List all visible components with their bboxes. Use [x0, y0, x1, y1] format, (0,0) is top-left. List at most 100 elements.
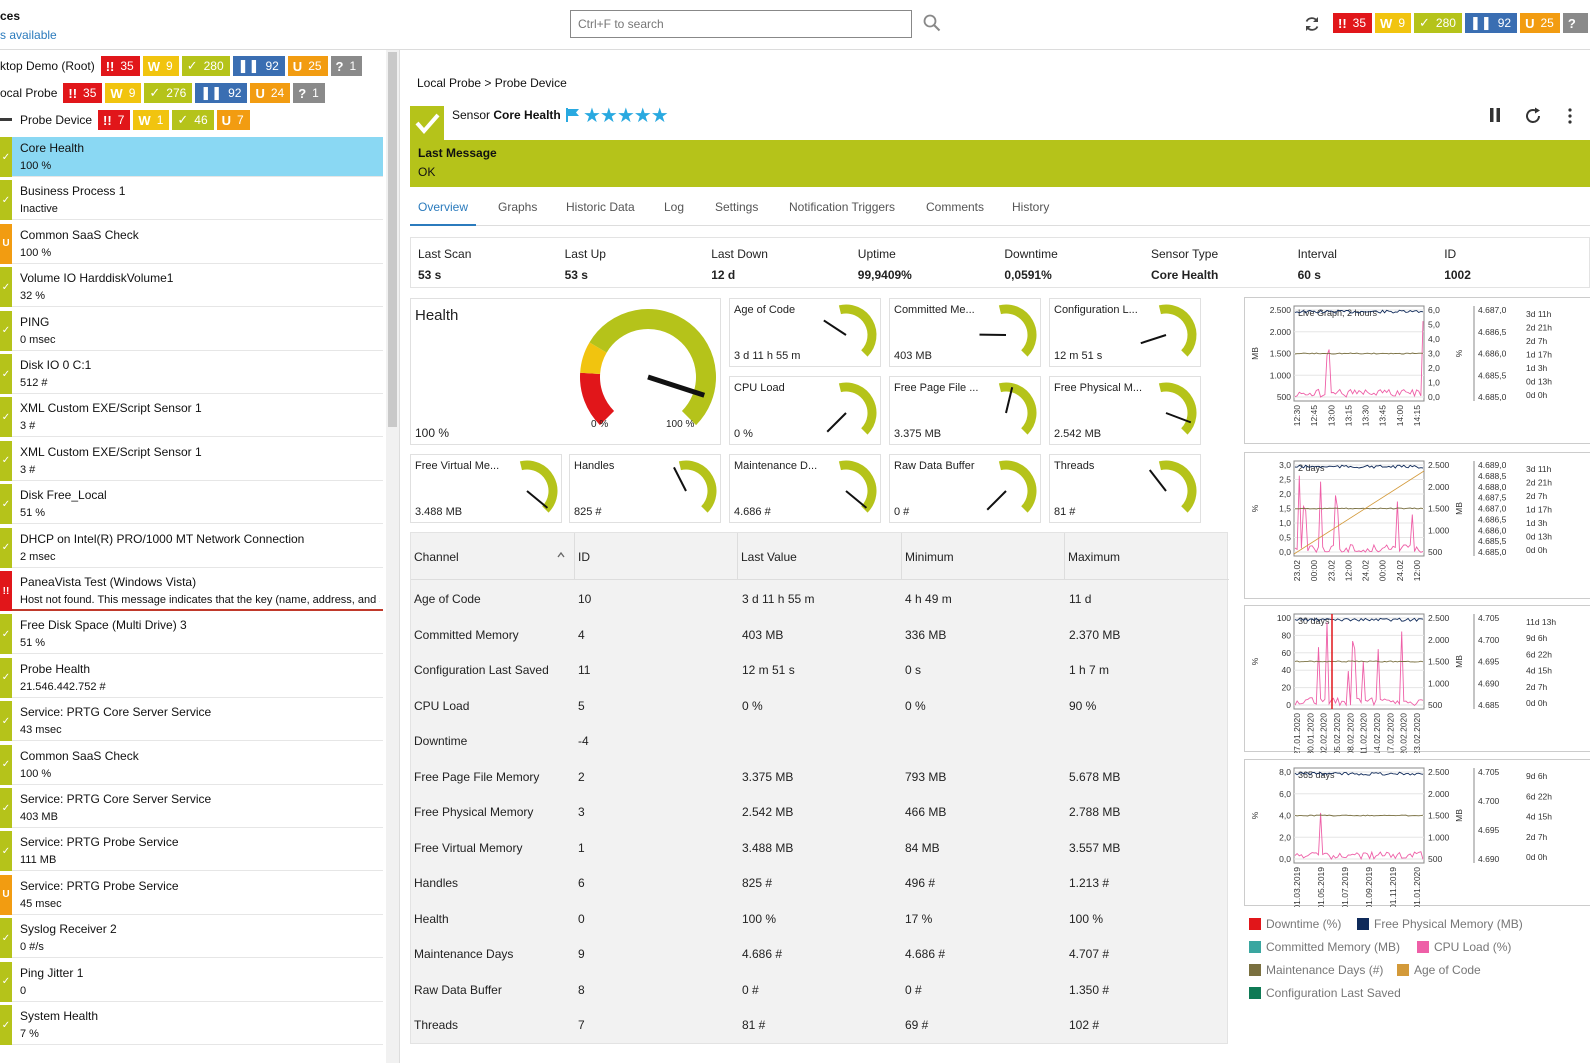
sidebar-scrollbar[interactable] — [386, 50, 399, 1063]
gauge-card[interactable]: Free Virtual Me... 3.488 MB — [410, 454, 562, 523]
paused-count-badge[interactable]: ❚❚ 92 — [232, 56, 285, 76]
gauge-card[interactable]: CPU Load 0 % — [729, 376, 881, 445]
sensor-list-item[interactable]: ✓ Service: PRTG Core Server Service 403 MB — [0, 788, 383, 828]
sort-ascending-icon[interactable] — [556, 550, 566, 560]
table-row[interactable]: Age of Code 10 3 d 11 h 55 m 4 h 49 m 11 d — [411, 581, 1229, 617]
sensor-list-item[interactable]: ✓ XML Custom EXE/Script Sensor 1 3 # — [0, 440, 383, 481]
sensor-list-item[interactable]: ✓ System Health 7 % — [0, 1005, 383, 1045]
table-row[interactable]: Downtime -4 — [411, 723, 1229, 759]
unusual-count-badge[interactable]: U 24 — [250, 83, 291, 103]
gauge-card[interactable]: Committed Me... 403 MB — [889, 298, 1041, 367]
refresh-icon[interactable] — [1303, 15, 1321, 33]
search-icon[interactable] — [923, 14, 941, 32]
tree-node[interactable]: ocal Probe !! 35 W 9 ✓ 276 ❚❚ 92 U 24? 1 — [0, 81, 328, 105]
column-header-maximum[interactable]: Maximum — [1068, 550, 1121, 564]
sensor-list-item[interactable]: ✓ Service: PRTG Core Server Service 43 mse… — [0, 701, 383, 742]
sensor-list-item[interactable]: ✓ PING 0 msec — [0, 310, 383, 351]
legend-item[interactable]: Free Physical Memory (MB) — [1357, 917, 1523, 931]
sensor-list-item[interactable]: !! PaneaVista Test (Windows Vista) Host no… — [0, 571, 383, 611]
history-graph[interactable]: 2.500 2.000 1.500 1.000 500 MB 6,0 5,0 4,0 3,0 2,0… — [1244, 297, 1590, 444]
unknown-count-badge[interactable]: ? 1 — [330, 56, 363, 76]
up-count-badge[interactable]: ✓ 46 — [172, 110, 214, 130]
scan-now-icon[interactable] — [1524, 107, 1542, 125]
tab-historic-data[interactable]: Historic Data — [566, 200, 635, 214]
tab-settings[interactable]: Settings — [715, 200, 759, 214]
gauge-card[interactable]: Age of Code 3 d 11 h 55 m — [729, 298, 881, 367]
gauge-card[interactable]: Free Page File ... 3.375 MB — [889, 376, 1041, 445]
legend-item[interactable]: Maintenance Days (#) — [1249, 963, 1383, 977]
table-row[interactable]: Maintenance Days 9 4.686 # 4.686 # 4.707 # — [411, 936, 1229, 972]
sensor-list-item[interactable]: ✓ Syslog Receiver 2 0 #/s — [0, 918, 383, 959]
priority-stars[interactable]: ★★★★★ — [583, 105, 669, 127]
tab-log[interactable]: Log — [664, 200, 685, 214]
sensor-list-item[interactable]: U Service: PRTG Probe Service 45 msec — [0, 874, 383, 915]
sensor-list-item[interactable]: ✓ Service: PRTG Probe Service 111 MB — [0, 831, 383, 872]
table-row[interactable]: Free Page File Memory 2 3.375 MB 793 MB 5.67… — [411, 759, 1229, 795]
column-header-minimum[interactable]: Minimum — [902, 533, 1065, 580]
tab-comments[interactable]: Comments — [926, 200, 985, 214]
sensor-list-item[interactable]: ✓ Disk IO 0 C:1 512 # — [0, 354, 383, 394]
unknown-count-badge[interactable]: ? 1 — [293, 83, 325, 103]
gauge-card[interactable]: Configuration L... 12 m 51 s — [1049, 298, 1201, 367]
column-header-last-value[interactable]: Last Value — [738, 533, 902, 580]
sensor-list-item[interactable]: ✓ Common SaaS Check 100 % — [0, 744, 383, 785]
table-row[interactable]: Threads 7 81 # 69 # 102 # — [411, 1007, 1229, 1043]
history-graph[interactable]: 8,0 6,0 4,0 2,0 0,0% 2.500 2.000 1.500 1.000 500 M… — [1244, 759, 1590, 910]
up-count-badge[interactable]: ✓ 276 — [144, 83, 193, 103]
table-row[interactable]: Free Virtual Memory 1 3.488 MB 84 MB 3.557 M… — [411, 830, 1229, 866]
table-row[interactable]: CPU Load 5 0 % 0 % 90 % — [411, 688, 1229, 724]
down-count-badge[interactable]: !! 7 — [98, 110, 131, 130]
unusual-count-badge[interactable]: U 25 — [287, 56, 328, 76]
up-count-badge[interactable]: ✓ 280 — [1414, 13, 1462, 33]
tree-node[interactable]: ktop Demo (Root) !! 35 W 9 ✓ 280 ❚❚ 92 U 25? 1 — [0, 54, 365, 78]
gauge-card[interactable]: Maintenance D... 4.686 # — [729, 454, 881, 523]
flag-icon[interactable] — [565, 107, 581, 123]
tab-history[interactable]: History — [1012, 200, 1050, 214]
scroll-thumb[interactable] — [388, 52, 397, 427]
sensor-list-item[interactable]: ✓ Free Disk Space (Multi Drive) 3 51 % — [0, 614, 383, 655]
tab-graphs[interactable]: Graphs — [498, 200, 538, 214]
sensor-list-item[interactable]: ✓ Disk Free_Local 51 % — [0, 484, 383, 525]
paused-count-badge[interactable]: ❚❚ 92 — [1464, 13, 1518, 33]
history-graph[interactable]: 3,0 2,5 2,0 1,5 1,0 0,5 0,0% 2.500 2.000 1.500 1.0… — [1244, 452, 1590, 599]
health-gauge-card[interactable]: Health 100 % 0 % 100 % — [410, 298, 721, 445]
sensor-list-item[interactable]: ✓ DHCP on Intel(R) PRO/1000 MT Network Co… — [0, 527, 383, 568]
breadcrumb[interactable]: Local Probe > Probe Device — [417, 76, 567, 90]
down-count-badge[interactable]: !! 35 — [1333, 13, 1373, 33]
sensor-list-item[interactable]: ✓ Business Process 1 Inactive — [0, 180, 383, 221]
column-header-channel[interactable]: Channel — [411, 533, 575, 580]
column-header-id[interactable]: ID — [575, 533, 738, 580]
down-count-badge[interactable]: !! 35 — [63, 83, 103, 103]
legend-item[interactable]: Configuration Last Saved — [1249, 986, 1401, 1000]
sensor-list-item[interactable]: ✓ Ping Jitter 1 0 — [0, 961, 383, 1002]
down-count-badge[interactable]: !! 35 — [100, 56, 140, 76]
tab-notification-triggers[interactable]: Notification Triggers — [789, 200, 896, 214]
sensor-list-item[interactable]: ✓ Probe Health 21.546.442.752 # — [0, 657, 383, 698]
search-input[interactable] — [570, 10, 912, 38]
table-row[interactable]: Configuration Last Saved 11 12 m 51 s 0 s 1 … — [411, 652, 1229, 688]
gauge-card[interactable]: Raw Data Buffer 0 # — [889, 454, 1041, 523]
table-row[interactable]: Handles 6 825 # 496 # 1.213 # — [411, 865, 1229, 901]
sensor-list-item[interactable]: ✓ Volume IO HarddiskVolume1 32 % — [0, 267, 383, 308]
table-row[interactable]: Committed Memory 4 403 MB 336 MB 2.370 MB — [411, 617, 1229, 653]
table-row[interactable]: Free Physical Memory 3 2.542 MB 466 MB 2.788… — [411, 794, 1229, 830]
up-count-badge[interactable]: ✓ 280 — [181, 56, 230, 76]
app-subtitle-link[interactable]: s available — [0, 28, 57, 42]
tab-overview[interactable]: Overview — [409, 200, 477, 226]
unusual-count-badge[interactable]: U 25 — [1520, 13, 1560, 33]
pause-icon[interactable] — [1487, 107, 1503, 123]
paused-count-badge[interactable]: ❚❚ 92 — [195, 83, 248, 103]
gauge-card[interactable]: Threads 81 # — [1049, 454, 1201, 523]
gauge-card[interactable]: Handles 825 # — [569, 454, 721, 523]
tree-node[interactable]: Probe Device !! 7 W 1 ✓ 46 U 7 — [0, 108, 253, 132]
legend-item[interactable]: Age of Code — [1397, 963, 1481, 977]
history-graph[interactable]: 100 80 60 40 20 0% 2.500 2.000 1.500 1.000 500 MB 4.… — [1244, 605, 1590, 756]
unknown-count-badge[interactable]: ? — [1562, 13, 1588, 33]
table-row[interactable]: Raw Data Buffer 8 0 # 0 # 1.350 # — [411, 972, 1229, 1008]
gauge-card[interactable]: Free Physical M... 2.542 MB — [1049, 376, 1201, 445]
